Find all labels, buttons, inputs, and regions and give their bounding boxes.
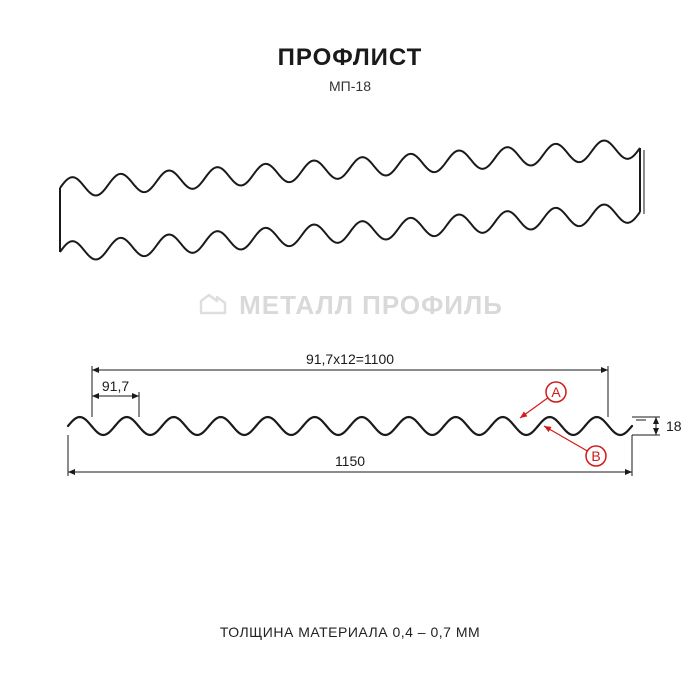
perspective-profile-view [60, 141, 644, 260]
svg-text:91,7: 91,7 [102, 378, 129, 394]
svg-text:91,7x12=1100: 91,7x12=1100 [306, 351, 394, 367]
svg-text:A: A [551, 384, 561, 400]
material-thickness-note: ТОЛЩИНА МАТЕРИАЛА 0,4 – 0,7 ММ [0, 624, 700, 640]
technical-diagram: 91,7x12=110091,7115018 AB [0, 0, 700, 700]
svg-text:1150: 1150 [335, 453, 365, 469]
cross-section-profile [68, 417, 632, 435]
callout-markers: AB [520, 382, 606, 466]
svg-text:18: 18 [666, 418, 682, 434]
svg-text:B: B [591, 448, 600, 464]
